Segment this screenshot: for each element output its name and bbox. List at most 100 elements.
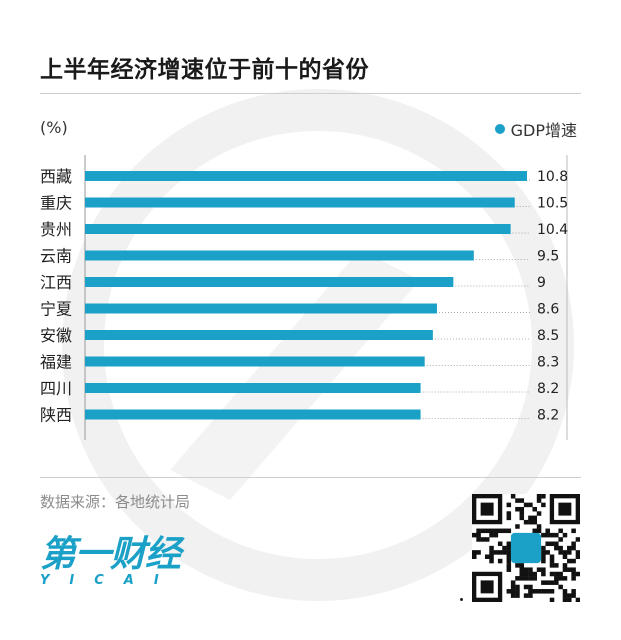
chart-title: 上半年经济增速位于前十的省份 bbox=[40, 57, 369, 83]
qr-module bbox=[502, 528, 507, 534]
qr-module bbox=[571, 576, 576, 581]
qr-module bbox=[558, 545, 563, 551]
value-label: 10.4 bbox=[537, 222, 568, 238]
qr-module bbox=[519, 515, 525, 521]
qr-module bbox=[567, 567, 572, 572]
qr-module bbox=[515, 498, 520, 503]
qr-module bbox=[536, 528, 542, 534]
qr-module bbox=[515, 524, 520, 529]
value-label: 8.3 bbox=[537, 355, 559, 371]
logo-en: YICAI bbox=[40, 573, 179, 588]
qr-module bbox=[532, 519, 537, 525]
qr-module bbox=[523, 576, 529, 581]
qr-module bbox=[480, 537, 486, 542]
category-label: 西藏 bbox=[40, 167, 72, 186]
qr-module bbox=[489, 528, 494, 534]
qr-module bbox=[549, 580, 555, 585]
qr-module bbox=[493, 550, 499, 555]
qr-module bbox=[562, 554, 568, 559]
qr-module bbox=[575, 550, 580, 555]
bar bbox=[85, 224, 511, 234]
qr-module bbox=[519, 567, 525, 572]
bar bbox=[85, 197, 515, 208]
bar bbox=[85, 409, 421, 420]
qr-module bbox=[545, 550, 550, 555]
qr-module bbox=[519, 571, 525, 577]
category-label: 宁夏 bbox=[40, 300, 72, 319]
qr-module bbox=[541, 580, 546, 585]
qr-module bbox=[558, 571, 563, 577]
qr-module bbox=[562, 550, 568, 555]
category-label: 四川 bbox=[40, 379, 72, 398]
bar bbox=[85, 277, 454, 287]
qr-module bbox=[476, 528, 481, 534]
category-label: 重庆 bbox=[40, 194, 72, 213]
qr-module bbox=[541, 545, 546, 551]
qr-module bbox=[506, 567, 512, 572]
qr-finder bbox=[558, 502, 572, 516]
source-divider bbox=[40, 477, 581, 478]
qr-code-icon[interactable] bbox=[472, 494, 580, 602]
decorative-dot bbox=[460, 598, 463, 601]
qr-module bbox=[575, 571, 580, 577]
qr-module bbox=[528, 567, 533, 572]
value-label: 9 bbox=[537, 275, 546, 291]
qr-module bbox=[472, 532, 477, 538]
qr-module bbox=[554, 541, 559, 547]
qr-module bbox=[510, 589, 516, 594]
qr-module bbox=[549, 571, 555, 577]
bar bbox=[85, 356, 425, 367]
qr-module bbox=[558, 550, 563, 555]
qr-module bbox=[506, 554, 512, 559]
qr-module bbox=[506, 511, 512, 516]
qr-module bbox=[489, 532, 494, 538]
qr-module bbox=[515, 563, 520, 568]
category-label: 安徽 bbox=[40, 326, 72, 345]
qr-module bbox=[562, 563, 568, 568]
qr-module bbox=[562, 589, 568, 594]
qr-module bbox=[558, 528, 563, 534]
qr-module bbox=[554, 576, 559, 581]
qr-module bbox=[541, 567, 546, 572]
qr-module bbox=[545, 532, 550, 538]
qr-module bbox=[571, 567, 576, 572]
qr-module bbox=[476, 537, 481, 542]
qr-module bbox=[523, 584, 529, 590]
qr-module bbox=[515, 593, 520, 598]
qr-module bbox=[532, 515, 537, 521]
qr-module bbox=[575, 597, 580, 602]
qr-module bbox=[528, 519, 533, 525]
qr-module bbox=[476, 550, 481, 555]
qr-module bbox=[532, 589, 537, 594]
qr-module bbox=[528, 593, 533, 598]
qr-module bbox=[523, 567, 529, 572]
value-label: 10.8 bbox=[537, 169, 568, 185]
qr-module bbox=[506, 563, 512, 568]
value-label: 8.2 bbox=[537, 381, 559, 397]
qr-module bbox=[489, 545, 494, 551]
qr-module bbox=[571, 545, 576, 551]
qr-module bbox=[562, 597, 568, 602]
qr-module bbox=[536, 511, 542, 516]
qr-module bbox=[549, 541, 555, 547]
value-label: 8.6 bbox=[537, 302, 559, 318]
qr-module bbox=[554, 571, 559, 577]
qr-module bbox=[519, 576, 525, 581]
qr-module bbox=[536, 494, 542, 499]
qr-module bbox=[567, 597, 572, 602]
qr-module bbox=[510, 584, 516, 590]
qr-center-logo-icon bbox=[510, 532, 542, 564]
qr-module bbox=[484, 554, 490, 559]
qr-module bbox=[541, 554, 546, 559]
qr-module bbox=[562, 576, 568, 581]
category-label: 福建 bbox=[40, 353, 72, 372]
qr-module bbox=[549, 554, 555, 559]
qr-module bbox=[554, 563, 559, 568]
value-label: 8.2 bbox=[537, 408, 559, 424]
qr-module bbox=[502, 550, 507, 555]
qr-module bbox=[545, 589, 550, 594]
qr-module bbox=[541, 550, 546, 555]
qr-module bbox=[497, 528, 503, 534]
qr-module bbox=[567, 550, 572, 555]
